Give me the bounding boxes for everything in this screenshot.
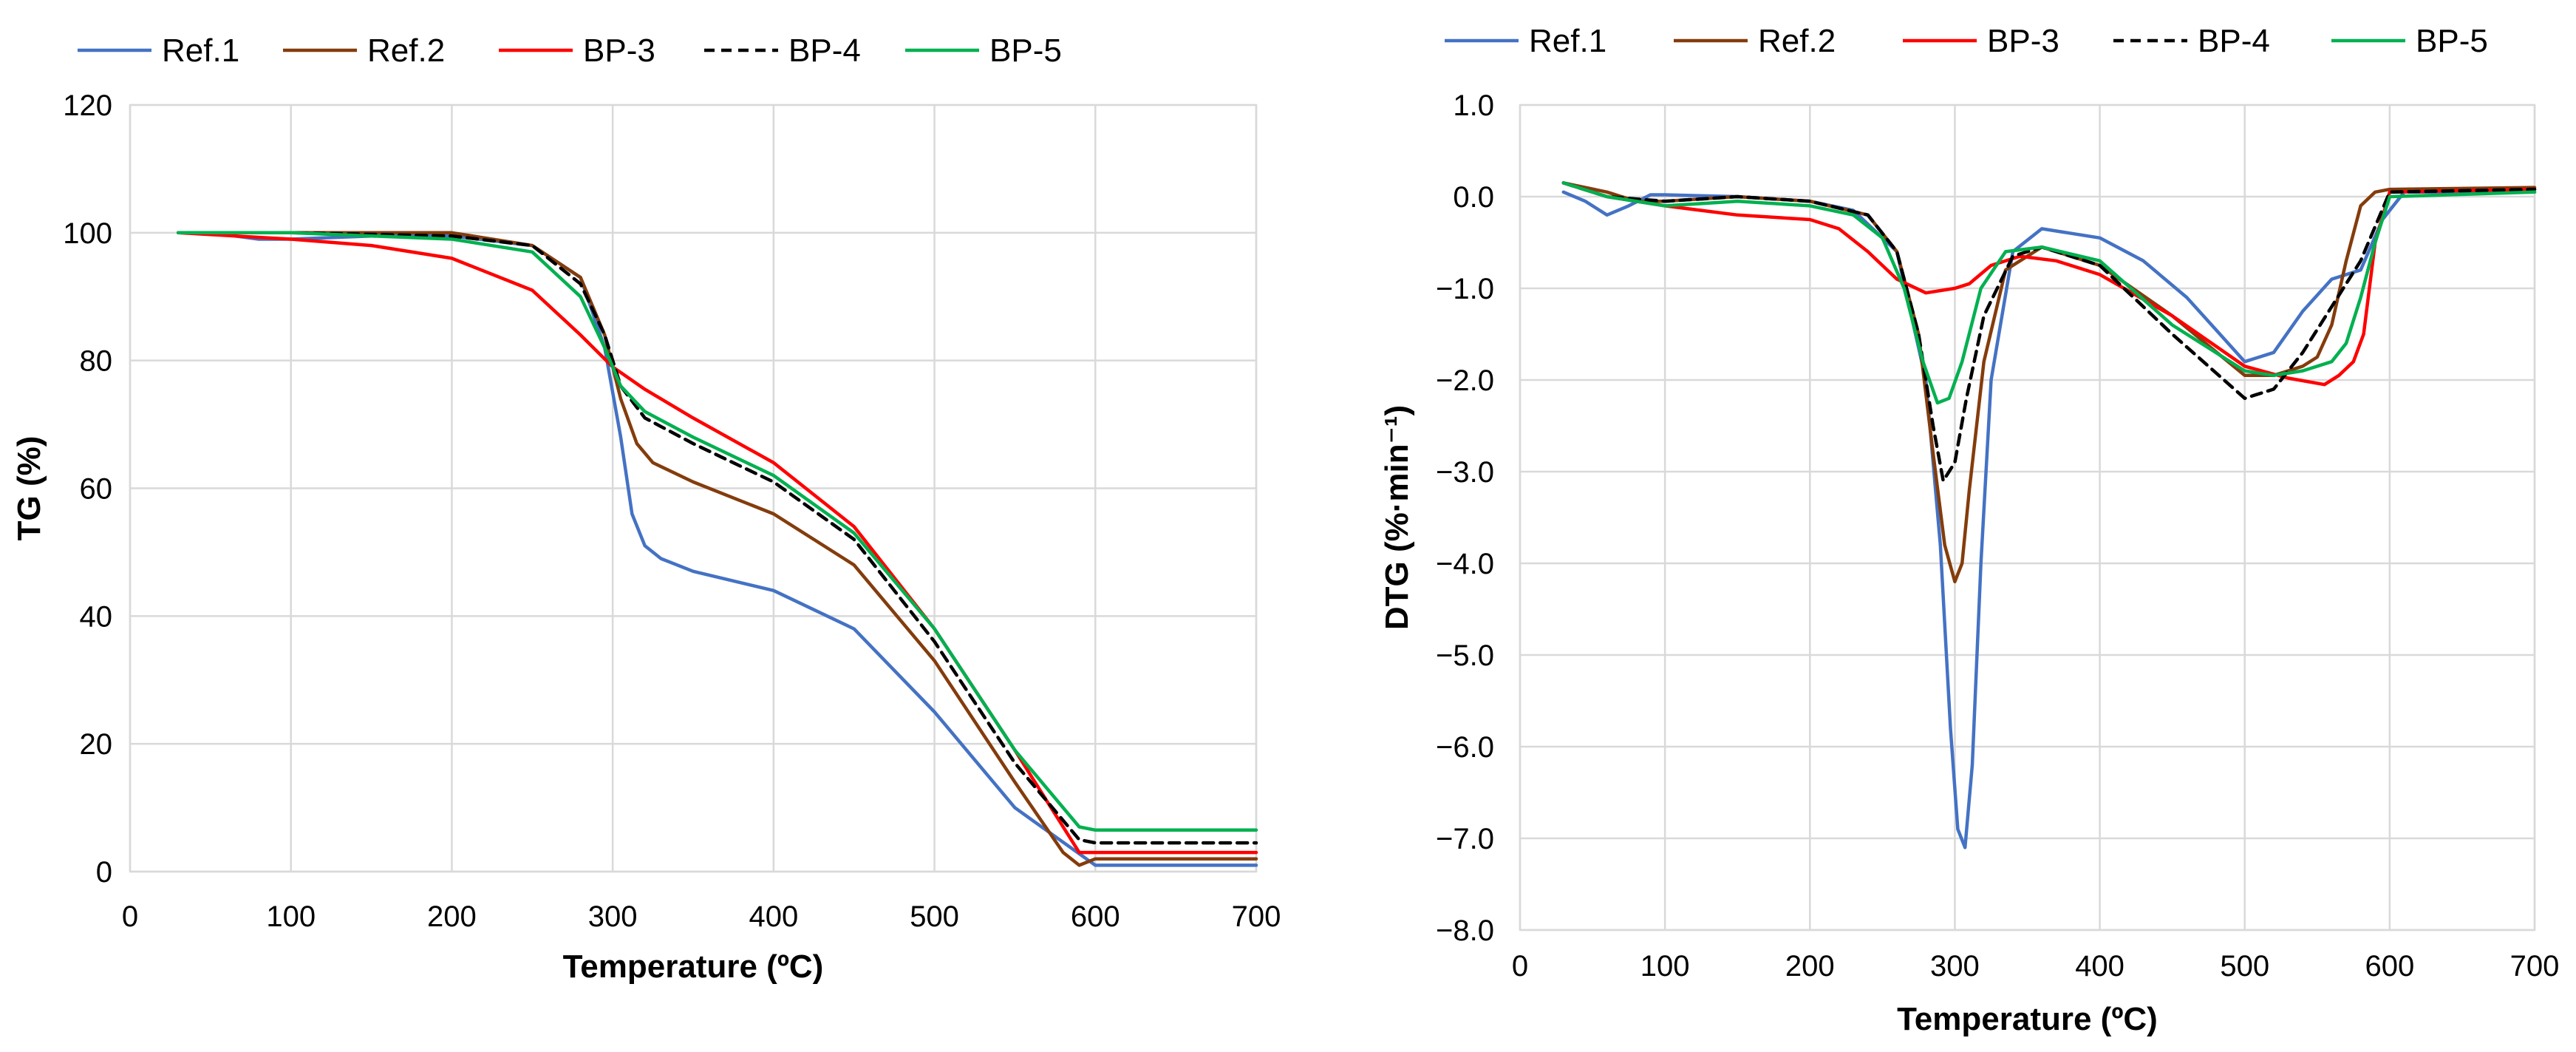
x-tick-label: 0 xyxy=(1512,950,1528,983)
x-tick-label: 100 xyxy=(1640,950,1690,983)
x-tick-label: 100 xyxy=(266,900,316,933)
x-tick-label: 500 xyxy=(2220,950,2269,983)
series-line-bp-3 xyxy=(1561,181,2537,387)
y-tick-label: −6.0 xyxy=(1436,731,1494,764)
series-line-bp-4 xyxy=(177,231,1258,845)
y-tick-label: 80 xyxy=(80,345,113,378)
series-line-bp-5 xyxy=(1561,181,2537,405)
y-axis-title: TG (%) xyxy=(11,436,47,541)
tg-chart: 0 100 200 300 400 500 600 700 0 20 40 60 80 100 120 Tem… xyxy=(11,33,1281,985)
x-tick-label: 300 xyxy=(1930,950,1980,983)
x-tick-label: 400 xyxy=(749,900,798,933)
x-tick-label: 600 xyxy=(1071,900,1120,933)
y-tick-label: 1.0 xyxy=(1453,89,1494,122)
x-tick-label: 400 xyxy=(2075,950,2124,983)
legend-label-bp-3: BP-3 xyxy=(583,33,655,69)
y-tick-label: −1.0 xyxy=(1436,273,1494,305)
x-tick-label: 0 xyxy=(122,900,138,933)
series-line-bp-4 xyxy=(1561,181,2537,483)
y-tick-label: 0 xyxy=(96,856,112,889)
series-line-ref-1 xyxy=(1561,190,2537,849)
legend-label-bp-4: BP-4 xyxy=(2198,23,2270,59)
series-line-ref-2 xyxy=(177,231,1258,867)
legend-label-bp-5: BP-5 xyxy=(2416,23,2488,59)
x-axis-title: Temperature (ºC) xyxy=(1897,1001,2158,1037)
y-tick-label: 120 xyxy=(63,89,112,122)
y-tick-label: −3.0 xyxy=(1436,456,1494,489)
x-tick-label: 700 xyxy=(1232,900,1281,933)
x-tick-label: 200 xyxy=(1785,950,1835,983)
legend-label-bp-4: BP-4 xyxy=(788,33,861,69)
x-tick-label: 700 xyxy=(2510,950,2560,983)
legend-label-ref-1: Ref.1 xyxy=(162,33,239,69)
legend-label-ref-2: Ref.2 xyxy=(367,33,445,69)
legend-label-bp-3: BP-3 xyxy=(1987,23,2059,59)
y-tick-label: 100 xyxy=(63,217,112,250)
x-tick-label: 600 xyxy=(2365,950,2414,983)
y-tick-label: 20 xyxy=(80,728,113,761)
y-axis-title: DTG (%·min⁻¹) xyxy=(1379,405,1415,630)
x-tick-label: 200 xyxy=(427,900,477,933)
dtg-chart: 0 100 200 300 400 500 600 700 1.0 0.0 −1.0 −2.0 −3.0… xyxy=(1379,23,2559,1037)
y-tick-label: 40 xyxy=(80,600,113,633)
plot-area xyxy=(129,103,1258,873)
series-line-bp-3 xyxy=(177,231,1258,855)
series-line-bp-5 xyxy=(177,231,1258,832)
x-tick-label: 300 xyxy=(588,900,638,933)
y-tick-label: −5.0 xyxy=(1436,639,1494,672)
legend-label-ref-1: Ref.1 xyxy=(1529,23,1606,59)
legend-label-ref-2: Ref.2 xyxy=(1758,23,1836,59)
y-tick-label: −7.0 xyxy=(1436,823,1494,855)
x-axis-title: Temperature (ºC) xyxy=(563,949,824,985)
y-tick-label: −4.0 xyxy=(1436,548,1494,580)
legend-label-bp-5: BP-5 xyxy=(989,33,1062,69)
y-tick-label: 60 xyxy=(80,473,113,506)
plot-area xyxy=(1519,103,2536,931)
y-tick-label: −2.0 xyxy=(1436,364,1494,397)
y-tick-label: 0.0 xyxy=(1453,181,1494,214)
x-tick-label: 500 xyxy=(910,900,959,933)
y-tick-label: −8.0 xyxy=(1436,914,1494,947)
